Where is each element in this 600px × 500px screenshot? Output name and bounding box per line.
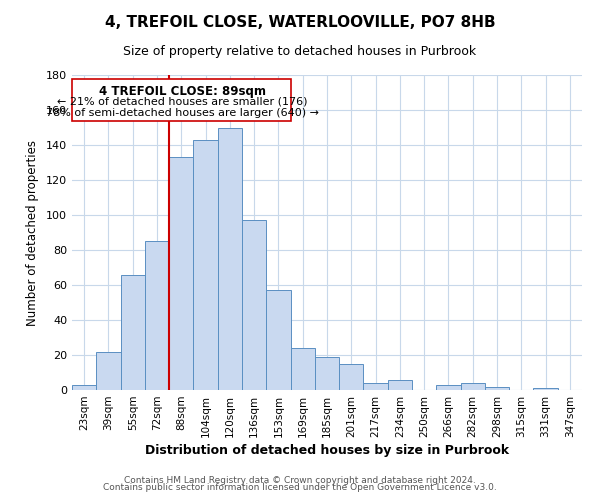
Bar	[193, 140, 218, 390]
Bar	[461, 383, 485, 390]
Bar	[266, 290, 290, 390]
Bar	[485, 386, 509, 390]
Bar	[436, 385, 461, 390]
Text: Contains public sector information licensed under the Open Government Licence v3: Contains public sector information licen…	[103, 484, 497, 492]
Bar	[72, 385, 96, 390]
X-axis label: Distribution of detached houses by size in Purbrook: Distribution of detached houses by size …	[145, 444, 509, 457]
Text: Contains HM Land Registry data © Crown copyright and database right 2024.: Contains HM Land Registry data © Crown c…	[124, 476, 476, 485]
Bar	[169, 157, 193, 390]
Bar	[242, 220, 266, 390]
Text: 4 TREFOIL CLOSE: 89sqm: 4 TREFOIL CLOSE: 89sqm	[99, 84, 266, 98]
Text: 4, TREFOIL CLOSE, WATERLOOVILLE, PO7 8HB: 4, TREFOIL CLOSE, WATERLOOVILLE, PO7 8HB	[104, 15, 496, 30]
Bar	[145, 242, 169, 390]
Text: 78% of semi-detached houses are larger (640) →: 78% of semi-detached houses are larger (…	[46, 108, 319, 118]
Bar	[96, 352, 121, 390]
Bar	[388, 380, 412, 390]
Bar	[533, 388, 558, 390]
Text: Size of property relative to detached houses in Purbrook: Size of property relative to detached ho…	[124, 45, 476, 58]
Bar	[339, 364, 364, 390]
Bar	[290, 348, 315, 390]
Bar	[72, 78, 290, 120]
Bar	[121, 274, 145, 390]
Bar	[218, 128, 242, 390]
Text: ← 21% of detached houses are smaller (176): ← 21% of detached houses are smaller (17…	[57, 96, 308, 106]
Y-axis label: Number of detached properties: Number of detached properties	[26, 140, 39, 326]
Bar	[315, 357, 339, 390]
Bar	[364, 383, 388, 390]
